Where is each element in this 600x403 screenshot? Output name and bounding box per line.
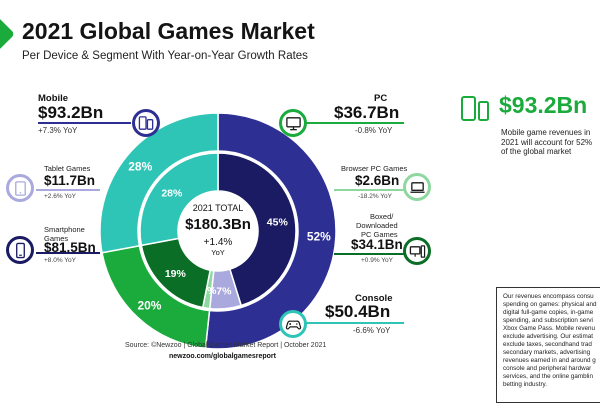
tablet-icon-badge [6,174,34,202]
boxed-pc-icon-badge [403,237,431,265]
center-total-value: $180.3Bn [185,216,251,233]
browser-pc-icon-badge [403,173,431,201]
outer-label-console: 28% [128,160,152,174]
smartphone-icon [15,242,25,258]
smartphone-yoy: +8.0% YoY [44,257,76,264]
boxed-pc-leader-line [334,253,404,255]
inner-label-boxed-downloaded-pc-games: 19% [165,268,187,280]
inner-label-smartphone-games: 45% [267,217,289,229]
center-total-label: 2021 TOTAL [193,203,244,213]
pc-label: PC [374,93,388,104]
browser-pc-value: $2.6Bn [355,173,400,188]
browser-pc-yoy: -18.2% YoY [358,193,392,200]
boxed-pc-label-line2: Downloaded [356,221,398,230]
pc-icon-badge [279,109,307,137]
outer-slice-mobile [204,112,337,350]
center-growth: +1.4% [204,237,233,248]
gamepad-icon [285,319,301,329]
inner-label-tablet-games: 7% [216,285,232,297]
console-icon-badge [279,310,307,338]
report-url[interactable]: newzoo.com/globalgamesreport [169,353,276,360]
tablet-label: Tablet Games [44,164,91,173]
smartphone-label-line2: Games [44,234,69,243]
boxed-pc-label-line1: Boxed/ [370,212,394,221]
tablet-yoy: +2.6% YoY [44,193,76,200]
callout-text: Mobile game revenues in 2021 will accoun… [501,128,593,156]
tablet-icon [14,180,26,196]
mobile-label: Mobile [38,93,69,104]
phone-tablet-icon [461,96,489,121]
browser-pc-label: Browser PC Games [341,164,408,173]
outer-label-pc: 20% [137,298,161,312]
phone-tablet-icon [138,115,153,130]
methodology-note: Our revenues encompass consu spending on… [496,287,600,403]
pc-leader-line [306,122,404,124]
callout-phones-icon [461,96,495,127]
laptop-icon [409,181,425,193]
console-label: Console [355,293,393,304]
chart-title: 2021 Global Games Market [22,18,315,44]
donut-center [178,191,258,271]
callout-value: $93.2Bn [499,92,588,118]
desktop-tower-icon [409,244,425,258]
tablet-leader-line [36,189,100,191]
console-yoy: -6.6% YoY [353,326,391,335]
mobile-yoy: +7.3% YoY [38,126,78,135]
mobile-leader-line [38,122,131,124]
boxed-pc-label-line3: PC Games [361,230,398,239]
pc-yoy: -0.8% YoY [355,126,393,135]
outer-label-mobile: 52% [307,230,331,244]
boxed-pc-value: $34.1Bn [351,237,403,252]
outer-slice-console [99,112,219,254]
chart-subtitle: Per Device & Segment With Year-on-Year G… [22,50,308,62]
browser-pc-leader-line [334,189,404,191]
smartphone-icon-badge [6,236,34,264]
console-value: $50.4Bn [325,302,391,321]
tablet-value: $11.7Bn [44,173,96,188]
source-line: Source: ©Newzoo | Global Games Market Re… [125,342,327,349]
smartphone-leader-line [36,252,100,254]
mobile-value: $93.2Bn [38,103,104,122]
center-growth-unit: YoY [211,248,225,257]
mobile-icon-badge [132,109,160,137]
smartphone-value: $81.5Bn [44,240,96,255]
console-leader-line [306,322,404,324]
smartphone-label-line1: Smartphone [44,225,85,234]
boxed-pc-yoy: +0.9% YoY [361,257,393,264]
monitor-icon [285,116,301,130]
inner-label-console: 28% [161,187,183,199]
pc-value: $36.7Bn [334,103,400,122]
